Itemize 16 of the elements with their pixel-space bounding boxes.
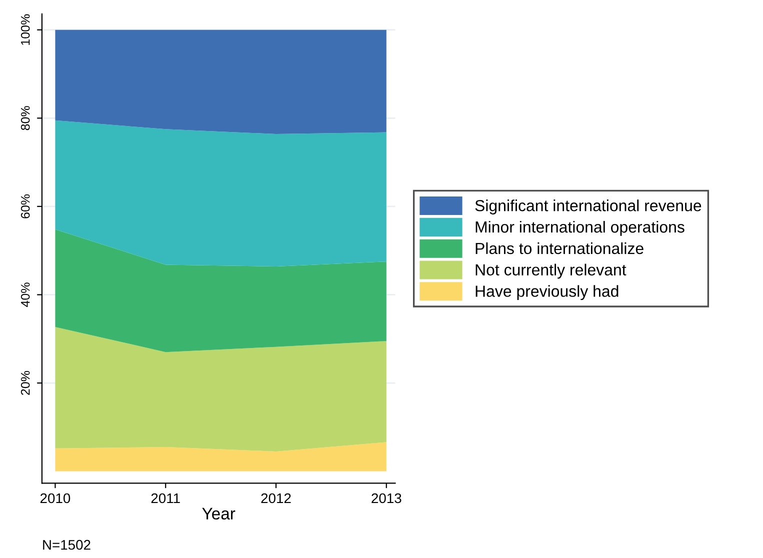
y-tick-label: 100%	[20, 14, 30, 45]
text: N=1502	[43, 540, 90, 550]
legend-label: Have previously had	[476, 285, 618, 300]
x-tick-label: 2012	[261, 493, 291, 504]
x-axis-title: Year	[202, 508, 236, 520]
y-tick-label: 60%	[20, 194, 30, 218]
x-tick-label: 2013	[372, 493, 402, 504]
legend-label: Minor international operations	[476, 220, 684, 236]
y-tick-label: 40%	[20, 282, 30, 307]
x-tick-label: 2011	[151, 493, 180, 504]
x-tick-label: 2010	[40, 493, 70, 504]
y-tick-label: 80%	[20, 106, 30, 130]
legend-label: Significant international revenue	[475, 200, 702, 214]
legend-label: Not currently relevant	[476, 264, 626, 279]
legend-label: Plans to internationalize	[476, 242, 644, 254]
y-tick-label: 20%	[20, 370, 30, 395]
